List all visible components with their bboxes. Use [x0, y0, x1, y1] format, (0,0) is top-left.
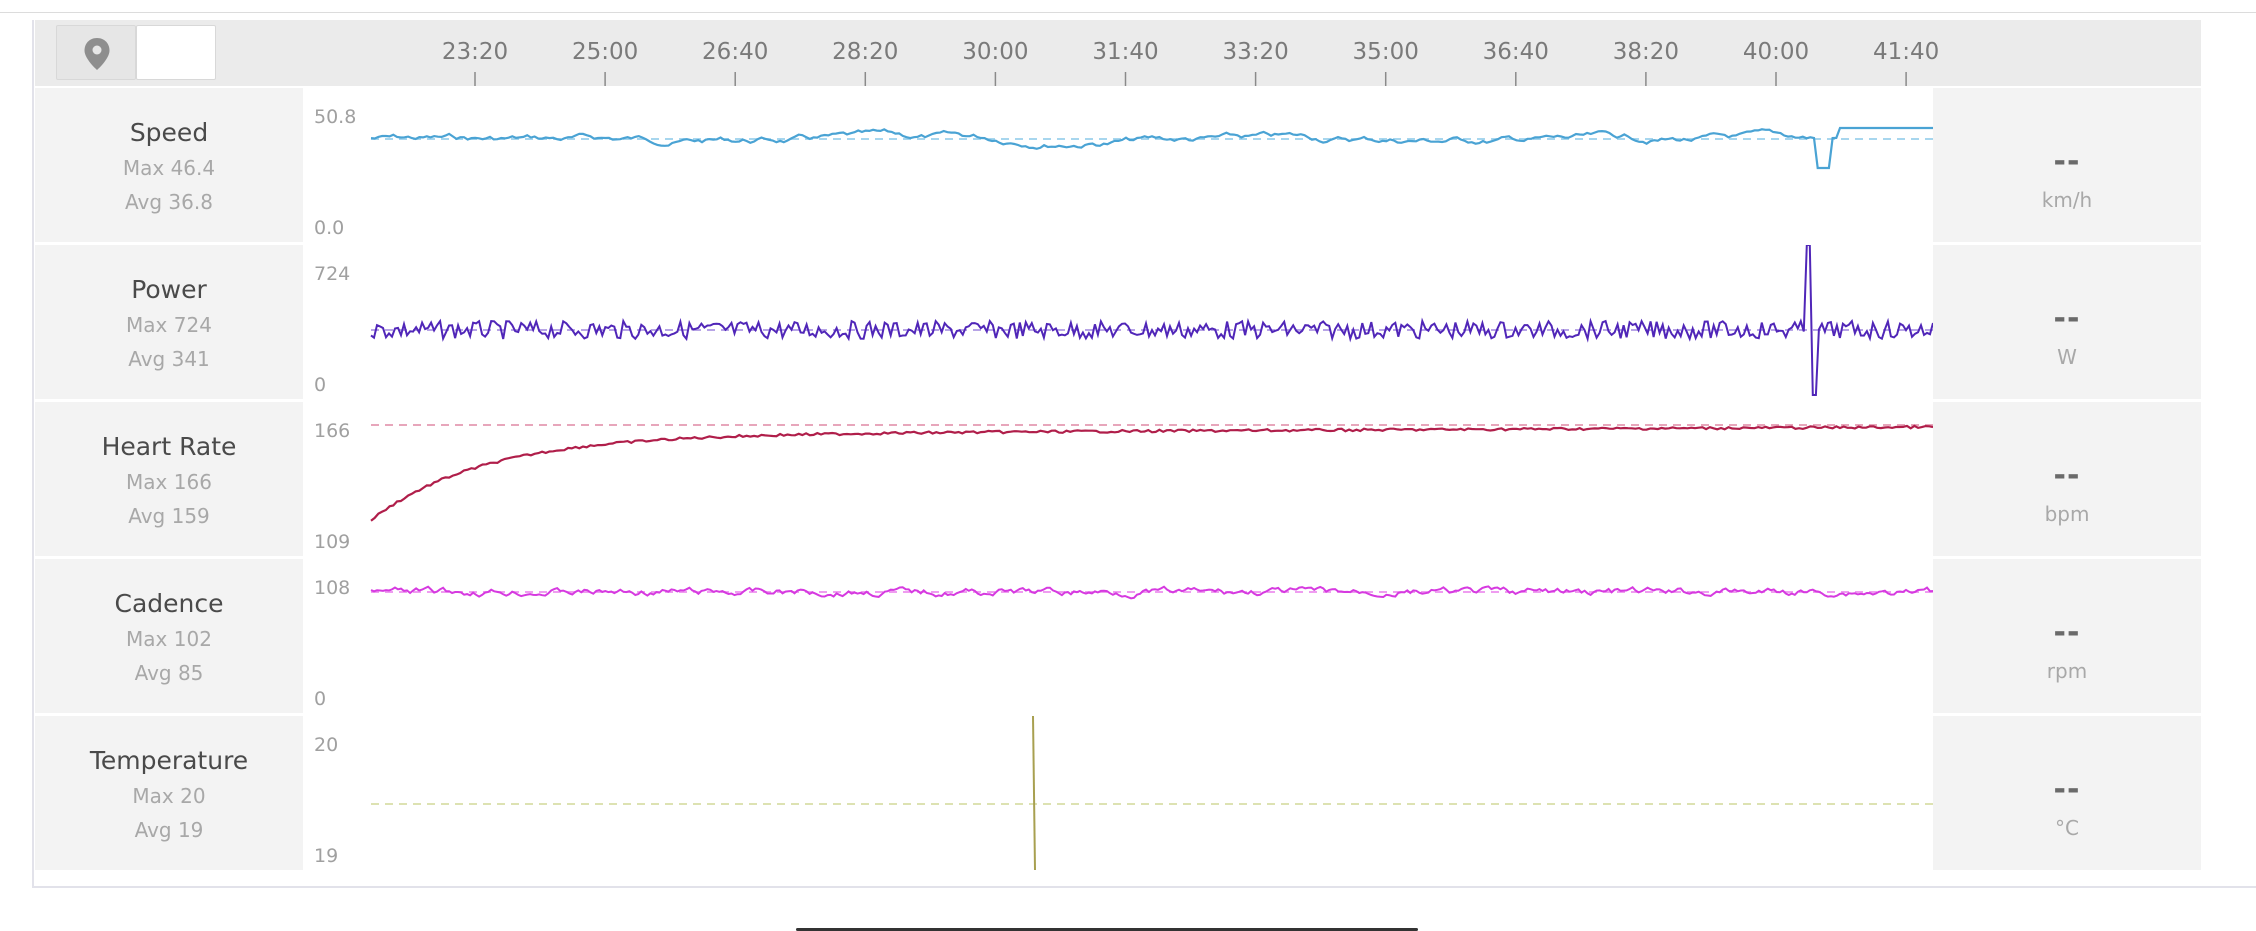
heart-rate-label: Heart Rate	[101, 432, 237, 461]
cadence-current: -- rpm	[1933, 559, 2201, 713]
cadence-y-max-label: 108	[314, 577, 350, 599]
temperature-label: Temperature	[89, 746, 249, 775]
speed-row: Speed Max 46.4 Avg 36.8 50.8 0.0 -- km/h	[35, 88, 2201, 242]
speed-y-max-label: 50.8	[314, 106, 356, 128]
power-current-value: --	[2053, 301, 2081, 336]
cadence-series-line	[370, 585, 1933, 600]
time-tick-label: 23:20	[442, 39, 508, 65]
cadence-label: Cadence	[114, 589, 224, 618]
heart-rate-summary: Heart Rate Max 166 Avg 159	[35, 402, 303, 556]
speed-y-min-label: 0.0	[314, 217, 344, 239]
time-tick-label: 35:00	[1353, 39, 1419, 65]
power-y-min-label: 0	[314, 374, 326, 396]
power-max: Max 724	[126, 313, 212, 337]
cadence-avg: Avg 85	[134, 661, 204, 685]
temperature-summary: Temperature Max 20 Avg 19	[35, 716, 303, 870]
scroll-indicator[interactable]	[796, 928, 1418, 931]
power-plot[interactable]: 724 0	[303, 245, 1933, 399]
power-unit: W	[2057, 345, 2077, 369]
heart-rate-current-value: --	[2053, 458, 2081, 493]
temperature-y-max-label: 20	[314, 734, 338, 756]
time-tick-label: 38:20	[1613, 39, 1679, 65]
power-summary: Power Max 724 Avg 341	[35, 245, 303, 399]
map-view-button[interactable]	[56, 25, 136, 80]
time-tick-label: 31:40	[1092, 39, 1158, 65]
temperature-unit: °C	[2055, 816, 2079, 840]
speed-label: Speed	[129, 118, 209, 147]
time-tick-label: 33:20	[1222, 39, 1288, 65]
map-pin-icon	[84, 38, 110, 70]
temperature-plot[interactable]: 20 19	[303, 716, 1933, 870]
heart-rate-y-min-label: 109	[314, 531, 350, 553]
speed-plot[interactable]: 50.8 0.0	[303, 88, 1933, 242]
power-series-line	[370, 245, 1933, 396]
cadence-unit: rpm	[2046, 659, 2088, 683]
toolbar-blank-button[interactable]	[136, 25, 216, 80]
power-current: -- W	[1933, 245, 2201, 399]
time-tick-label: 41:40	[1873, 39, 1939, 65]
heart-rate-avg: Avg 159	[128, 504, 210, 528]
time-tick-label: 30:00	[962, 39, 1028, 65]
speed-series-line	[370, 126, 1933, 170]
heart-rate-plot[interactable]: 166 109	[303, 402, 1933, 556]
temperature-series-line	[1032, 716, 1036, 870]
heart-rate-current: -- bpm	[1933, 402, 2201, 556]
activity-chart-panel	[32, 20, 2256, 888]
power-avg: Avg 341	[128, 347, 210, 371]
time-axis-header	[35, 20, 2201, 86]
cadence-y-min-label: 0	[314, 688, 326, 710]
power-row: Power Max 724 Avg 341 724 0 -- W	[35, 245, 2201, 399]
speed-unit: km/h	[2041, 188, 2093, 212]
speed-summary: Speed Max 46.4 Avg 36.8	[35, 88, 303, 242]
temperature-current-value: --	[2053, 772, 2081, 807]
time-tick-label: 36:40	[1483, 39, 1549, 65]
speed-current-value: --	[2053, 144, 2081, 179]
cadence-current-value: --	[2053, 615, 2081, 650]
heart-rate-series-line	[370, 424, 1933, 522]
time-tick-label: 25:00	[572, 39, 638, 65]
temperature-row: Temperature Max 20 Avg 19 20 19 -- °C	[35, 716, 2201, 870]
cadence-max: Max 102	[126, 627, 212, 651]
speed-current: -- km/h	[1933, 88, 2201, 242]
speed-max: Max 46.4	[122, 156, 216, 180]
heart-rate-max: Max 166	[126, 470, 212, 494]
power-label: Power	[131, 275, 207, 304]
cadence-plot[interactable]: 108 0	[303, 559, 1933, 713]
temperature-current: -- °C	[1933, 716, 2201, 870]
cadence-row: Cadence Max 102 Avg 85 108 0 -- rpm	[35, 559, 2201, 713]
time-tick-label: 26:40	[702, 39, 768, 65]
cadence-summary: Cadence Max 102 Avg 85	[35, 559, 303, 713]
temperature-max: Max 20	[132, 784, 206, 808]
temperature-avg: Avg 19	[134, 818, 204, 842]
heart-rate-unit: bpm	[2044, 502, 2090, 526]
speed-avg: Avg 36.8	[125, 190, 213, 214]
heart-rate-row: Heart Rate Max 166 Avg 159 166 109 -- bp…	[35, 402, 2201, 556]
temperature-y-min-label: 19	[314, 845, 338, 867]
time-axis: 23:20 25:00 26:40 28:20 30:00 31:40 33:20 35:00…	[442, 39, 1939, 86]
time-tick-label: 28:20	[832, 39, 898, 65]
time-tick-label: 40:00	[1743, 39, 1809, 65]
heart-rate-y-max-label: 166	[314, 420, 350, 442]
power-y-max-label: 724	[314, 263, 350, 285]
top-divider	[0, 12, 2256, 13]
